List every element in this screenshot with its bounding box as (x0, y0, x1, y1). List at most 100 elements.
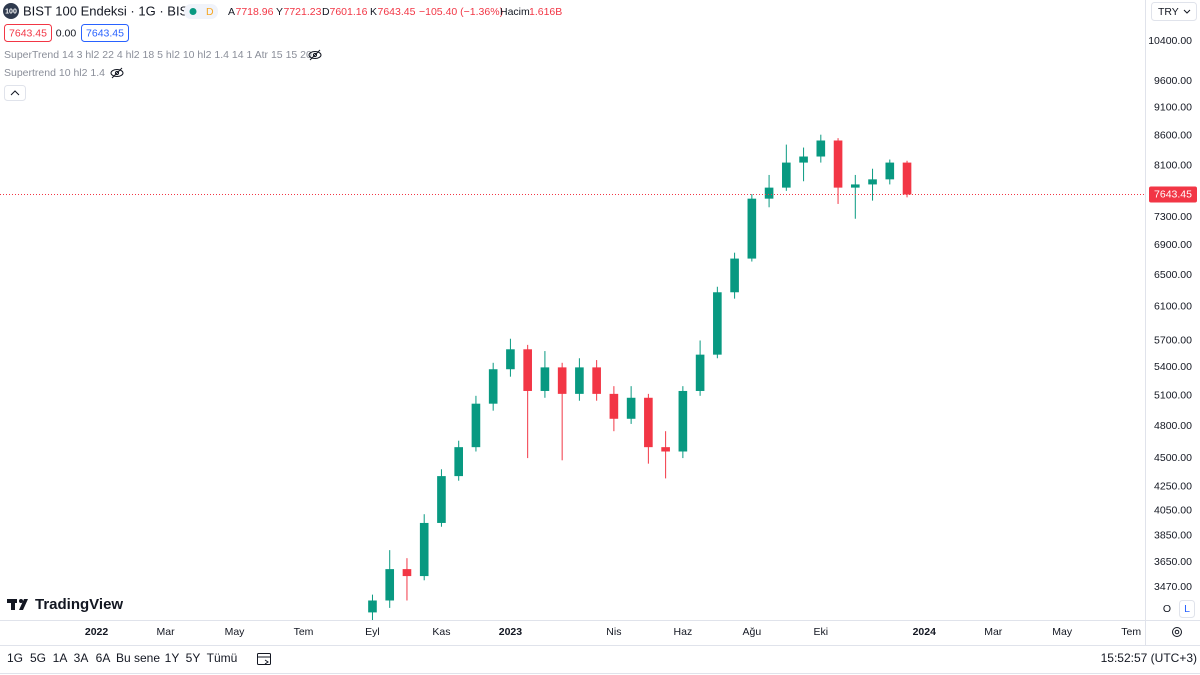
chevron (10, 90, 20, 96)
candle-body (626, 397, 636, 419)
indicator-legend[interactable]: Supertrend 10 hl2 1.4 (4, 67, 105, 79)
currency-text: TRY (1158, 6, 1179, 18)
candle-body (644, 397, 653, 448)
candle-body (764, 187, 774, 199)
y-tick-label: 6900.00 (1154, 239, 1192, 251)
symbol-title[interactable]: BIST 100 Endeksi · 1G · BIST (23, 3, 196, 18)
candle-body (713, 292, 722, 355)
scale-button[interactable]: L (1184, 603, 1190, 615)
last-price-tag (1149, 186, 1197, 203)
currency-button[interactable] (1151, 2, 1197, 21)
x-tick-label: Kas (432, 626, 450, 638)
period-button[interactable]: 1G (7, 651, 23, 665)
period-button[interactable]: 5Y (186, 651, 201, 665)
y-tick-label: 9100.00 (1154, 102, 1192, 114)
candle-body (592, 367, 601, 394)
candle-body (885, 162, 895, 180)
ohlc-value: 7718.96 (236, 6, 274, 18)
period-button[interactable]: 1Y (165, 651, 180, 665)
period-button[interactable]: 3A (74, 651, 89, 665)
y-tick-label: 8600.00 (1154, 130, 1192, 142)
period-bar: 1G 5G 1A 3A 6A Bu sene 1Y 5Y Tümü (7, 651, 237, 665)
period-button[interactable]: Bu sene (116, 651, 160, 665)
symbol-logo (3, 3, 19, 19)
collapse-button[interactable] (4, 85, 26, 101)
candle-body (678, 390, 688, 452)
candle-body (816, 140, 826, 157)
period-button[interactable]: 5G (30, 651, 46, 665)
candle-body (402, 569, 412, 577)
y-tick-label: 4250.00 (1154, 480, 1192, 492)
candle-body (575, 367, 584, 394)
candle-body (799, 156, 808, 163)
y-tick-label: 5100.00 (1154, 390, 1192, 402)
x-tick-label: Mar (156, 626, 175, 638)
candle-body (868, 179, 877, 185)
candle-body (488, 369, 498, 404)
y-tick-label: 6500.00 (1154, 269, 1192, 281)
spread-text: 0.00 (56, 27, 77, 39)
price-box[interactable] (81, 24, 129, 42)
status-pill (184, 4, 218, 19)
candle-body (523, 349, 532, 391)
price-box[interactable] (4, 24, 52, 42)
y-tick-label: 6100.00 (1154, 301, 1192, 313)
hide-icon[interactable] (110, 67, 124, 79)
status-text: D (206, 6, 214, 18)
y-tick-label: 3470.00 (1154, 581, 1192, 593)
plot-area: 3470.00 3650.00 3850.00 4050.00 4250.00 4500.… (0, 35, 1197, 638)
date-range-icon[interactable] (257, 653, 271, 665)
candle-body (368, 600, 377, 613)
candle-body (902, 162, 912, 195)
change-value: −105.40 (−1.36%) (419, 6, 503, 18)
y-tick-label: 9600.00 (1154, 75, 1192, 87)
x-tick-label: 2024 (913, 626, 937, 638)
candle-body (695, 354, 705, 391)
x-tick-label: 2023 (499, 626, 523, 638)
chevron (1183, 9, 1191, 14)
x-tick-label: May (225, 626, 246, 638)
candle-body (730, 258, 739, 293)
x-tick-label: Haz (674, 626, 693, 638)
candle-body (454, 447, 464, 477)
candle-body (747, 198, 757, 259)
x-tick-label: Ağu (742, 626, 761, 638)
hide-icon[interactable] (308, 49, 322, 61)
price-box-text: 7643.45 (86, 27, 124, 39)
ohlc-value: 7721.23 (284, 6, 322, 18)
x-tick-label: Mar (984, 626, 1003, 638)
y-tick-label: 8100.00 (1154, 159, 1192, 171)
y-tick-label: 5700.00 (1154, 334, 1192, 346)
period-button[interactable]: 6A (96, 651, 111, 665)
y-tick-label: 7300.00 (1154, 211, 1192, 223)
y-tick-label: 4050.00 (1154, 504, 1192, 516)
y-tick-label: 3650.00 (1154, 556, 1192, 568)
candle-body (471, 403, 481, 448)
candle-body (833, 140, 843, 188)
y-tick-label: 4500.00 (1154, 452, 1192, 464)
last-price-label: 7643.45 (1154, 188, 1192, 200)
status-dot (189, 8, 197, 15)
x-tick-label: 2022 (85, 626, 109, 638)
y-tick-label: 4800.00 (1154, 420, 1192, 432)
scale-button[interactable]: O (1163, 603, 1171, 615)
price-box-text: 7643.45 (9, 27, 47, 39)
y-tick-label: 10400.00 (1148, 35, 1192, 47)
candle-body (782, 162, 791, 188)
settings-icon[interactable] (1172, 627, 1182, 637)
period-button[interactable]: 1A (53, 651, 68, 665)
period-button[interactable]: Tümü (207, 651, 238, 665)
logo-text: 100 (5, 8, 17, 15)
y-tick-label: 3850.00 (1154, 529, 1192, 541)
ohlc-label: K (370, 6, 377, 18)
candle-body (661, 447, 670, 452)
scale-button-frame (1179, 600, 1195, 618)
candle-body (385, 569, 395, 601)
ohlc-value: 7643.45 (378, 6, 416, 18)
indicator-legend[interactable]: SuperTrend 14 3 hl2 22 4 hl2 18 5 hl2 10… (4, 49, 312, 61)
x-tick-label: Tem (294, 626, 314, 638)
ohlc-label: A (228, 6, 235, 18)
x-tick-label: May (1052, 626, 1073, 638)
